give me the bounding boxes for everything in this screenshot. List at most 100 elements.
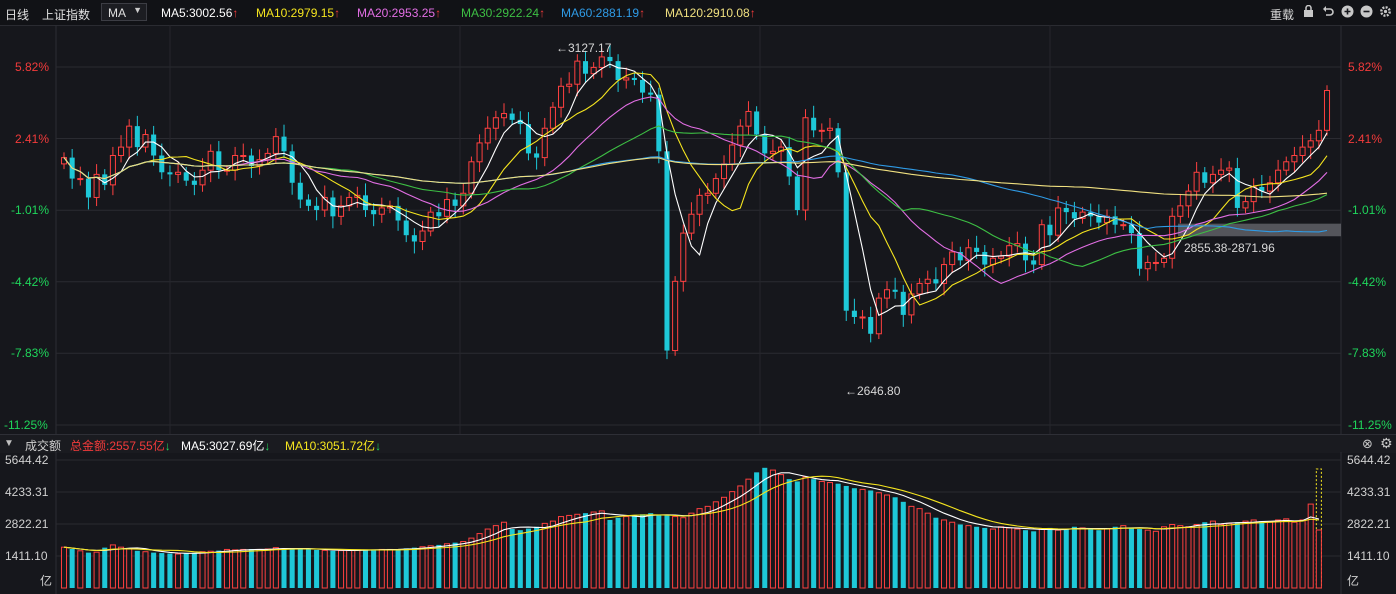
volume-bar	[868, 490, 874, 588]
volume-bar	[696, 508, 703, 589]
volume-bar	[207, 550, 214, 589]
volume-bar	[118, 546, 125, 589]
volume-bar	[525, 528, 531, 588]
volume-bar	[1031, 531, 1037, 588]
volume-bar	[688, 512, 695, 589]
price-axis-label-left: 5.82%	[15, 60, 50, 74]
volume-bar	[305, 549, 311, 588]
candle	[590, 66, 597, 75]
ma10-line	[63, 72, 1328, 306]
candle	[818, 129, 825, 132]
candle	[1063, 207, 1069, 213]
candle	[1202, 172, 1208, 183]
candle	[924, 278, 931, 284]
volume-bar	[85, 552, 91, 588]
price-axis-label-right: 5.82%	[1348, 60, 1383, 74]
candle	[321, 196, 328, 211]
volume-bar	[582, 513, 589, 588]
candle	[868, 316, 874, 334]
volume-bar	[1022, 530, 1029, 588]
lock-icon[interactable]	[1303, 4, 1314, 21]
volume-bar	[134, 550, 140, 588]
volume-bar	[762, 467, 768, 588]
candle	[656, 94, 662, 152]
volume-bar	[1096, 530, 1102, 588]
volume-chart[interactable]	[0, 452, 1396, 594]
volume-bar	[468, 537, 475, 589]
volume-bar	[875, 492, 882, 589]
volume-bar	[859, 488, 866, 589]
volume-bar	[1242, 520, 1249, 589]
candle	[102, 174, 108, 185]
candle	[1299, 146, 1306, 157]
volume-bar	[656, 515, 662, 588]
ma-legend-item: MA10:2979.15↑	[256, 6, 341, 20]
price-axis-label-right: -7.83%	[1348, 346, 1387, 361]
volume-bar	[492, 525, 499, 589]
collapse-caret-icon[interactable]: ▼	[4, 438, 14, 449]
volume-bar	[354, 549, 361, 589]
candle	[403, 220, 409, 236]
candle	[314, 205, 320, 211]
volume-bar	[151, 552, 157, 588]
candle	[484, 127, 491, 144]
period-label[interactable]: 日线	[5, 8, 30, 22]
candle	[1250, 186, 1257, 203]
candle	[1185, 190, 1192, 207]
volume-bar	[598, 510, 605, 589]
volume-bar	[272, 547, 279, 589]
candle	[811, 117, 817, 131]
volume-axis-label-left: 5644.42	[5, 453, 49, 467]
candle	[151, 134, 157, 156]
volume-bar	[1291, 521, 1298, 589]
zoom-in-icon[interactable]	[1341, 5, 1354, 21]
reload-button[interactable]: 重载	[1270, 8, 1295, 22]
settings-icon[interactable]	[1379, 5, 1392, 21]
candle	[688, 213, 695, 234]
candle	[843, 172, 849, 311]
candle	[1006, 245, 1013, 257]
candle	[1234, 168, 1240, 208]
volume-bar	[69, 548, 75, 588]
volume-bar	[102, 547, 108, 588]
candle	[297, 182, 303, 200]
candle	[1323, 89, 1331, 131]
candle	[1088, 212, 1094, 217]
candle	[492, 117, 499, 129]
candle	[558, 85, 565, 108]
candle	[598, 56, 605, 68]
candle	[118, 146, 125, 157]
candle	[468, 161, 475, 194]
price-axis-label-right: 2.41%	[1348, 131, 1383, 146]
undo-icon[interactable]	[1322, 5, 1334, 21]
volume-ma10: MA10:3051.72亿↓	[285, 439, 382, 453]
candle	[835, 128, 841, 173]
candle	[85, 178, 91, 198]
close-icon[interactable]: ⊗	[1362, 436, 1373, 451]
volume-bar	[60, 546, 68, 589]
volume-bar	[167, 553, 173, 588]
volume-bar	[142, 551, 149, 589]
candle	[1291, 155, 1298, 163]
candle	[802, 117, 809, 211]
candle	[900, 291, 906, 315]
volume-bar	[443, 543, 451, 589]
volume-bar	[843, 485, 849, 588]
candle	[794, 176, 800, 211]
volume-bar	[1307, 503, 1314, 589]
volume-bar	[1144, 529, 1151, 589]
candle	[1038, 224, 1045, 266]
volume-axis-label-right: 亿	[1347, 574, 1360, 588]
indicator-select[interactable]: MA ▼	[101, 3, 147, 21]
zoom-out-icon[interactable]	[1360, 5, 1373, 21]
candle	[126, 125, 133, 148]
volume-bar	[403, 548, 409, 588]
settings-icon[interactable]: ⚙	[1380, 435, 1393, 451]
candle	[623, 77, 630, 81]
candle	[1031, 260, 1037, 265]
candle	[875, 297, 882, 335]
candle	[851, 310, 857, 317]
volume-bar	[1112, 526, 1118, 588]
price-chart[interactable]	[0, 25, 1396, 434]
price-axis-label-left: -11.25%	[4, 418, 48, 432]
